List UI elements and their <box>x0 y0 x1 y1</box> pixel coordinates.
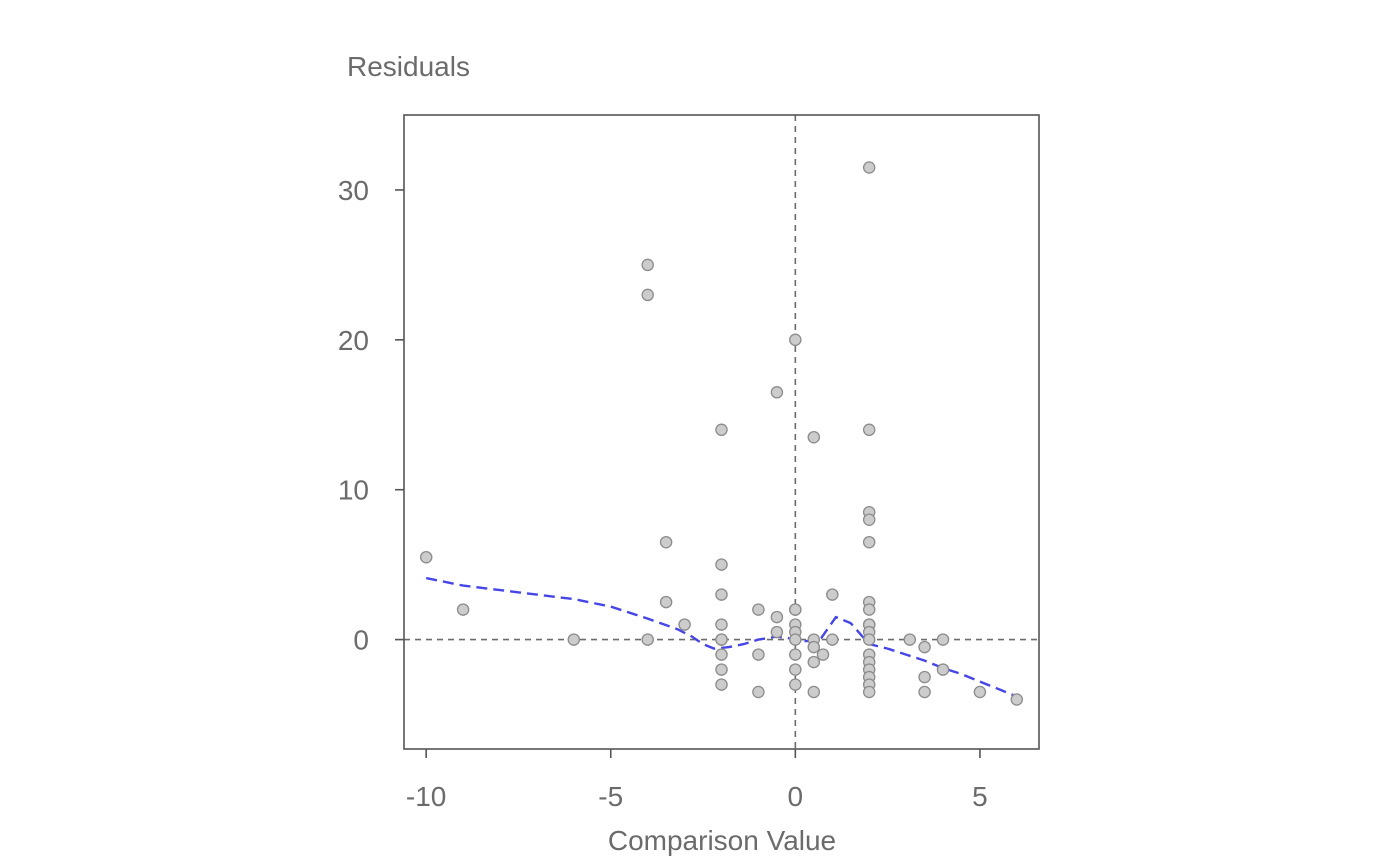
smoother-line <box>425 576 1018 698</box>
data-point <box>789 333 802 347</box>
data-point <box>770 610 784 624</box>
data-point <box>918 640 931 654</box>
data-point <box>807 430 821 444</box>
data-point <box>659 595 673 609</box>
data-point <box>456 603 470 616</box>
data-point <box>862 423 876 437</box>
data-point <box>826 588 839 601</box>
data-point <box>715 618 728 631</box>
data-point <box>807 655 821 669</box>
data-point <box>862 685 876 699</box>
x-tick-label: 0 <box>788 781 804 812</box>
data-point <box>973 685 987 699</box>
data-point <box>918 670 931 684</box>
smoother-layer <box>425 576 1018 698</box>
data-point <box>641 288 654 302</box>
data-point <box>715 558 728 571</box>
data-point <box>862 633 876 646</box>
data-point <box>715 663 728 676</box>
data-point <box>789 663 802 676</box>
data-point <box>659 535 673 549</box>
y-tick-label: 20 <box>338 325 369 356</box>
data-point <box>816 648 830 661</box>
data-point <box>789 603 802 616</box>
data-point <box>807 640 821 654</box>
data-point <box>641 258 654 272</box>
data-point <box>789 678 802 691</box>
y-tick-label: 30 <box>338 175 369 206</box>
data-point <box>641 633 654 646</box>
y-axis-title: Residuals <box>347 51 470 82</box>
data-point <box>567 633 581 646</box>
plot-frame <box>403 114 1040 750</box>
data-point <box>715 678 728 691</box>
y-tick-label: 10 <box>338 475 369 506</box>
data-point <box>903 633 917 646</box>
x-axis-title: Comparison Value <box>608 825 836 856</box>
data-point <box>807 685 821 699</box>
data-point <box>936 663 950 676</box>
x-tick-label: -5 <box>598 781 623 812</box>
data-point <box>789 648 802 661</box>
data-point <box>752 685 765 699</box>
x-tick-label: 5 <box>972 781 988 812</box>
data-point <box>862 535 876 549</box>
x-tick-label: -10 <box>406 781 446 812</box>
data-point <box>918 685 931 699</box>
data-point <box>752 648 765 661</box>
data-point <box>826 633 839 646</box>
data-point <box>862 161 876 174</box>
data-point <box>715 588 728 601</box>
data-point <box>770 625 784 639</box>
data-point <box>419 550 433 564</box>
data-point <box>862 603 876 616</box>
data-point <box>862 513 876 526</box>
data-point <box>789 633 802 646</box>
data-point <box>715 423 728 437</box>
data-point <box>936 633 950 646</box>
data-point <box>715 633 728 646</box>
points-layer <box>419 161 1024 706</box>
data-point <box>770 386 784 399</box>
data-point <box>715 648 728 661</box>
axes-layer: -10 -5 0 5 0 10 20 30 <box>338 114 1040 812</box>
data-point <box>752 603 765 616</box>
y-tick-label: 0 <box>353 625 369 656</box>
data-point <box>1010 693 1024 706</box>
data-point <box>678 618 691 631</box>
